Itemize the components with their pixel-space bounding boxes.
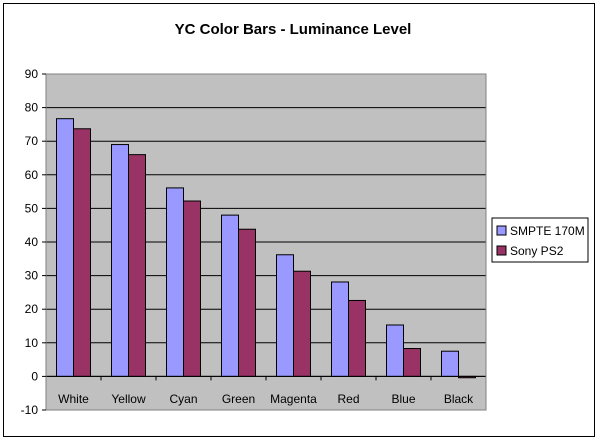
chart-title: YC Color Bars - Luminance Level <box>175 21 412 38</box>
legend: SMPTE 170M Sony PS2 <box>491 217 589 263</box>
x-category-label: Magenta <box>270 392 317 406</box>
bar-smpte-cyan <box>166 187 184 377</box>
bar-sony-white <box>73 128 91 377</box>
bars-group <box>56 118 476 379</box>
y-axis-ticks: -10 0 10 20 30 40 50 60 70 80 90 <box>21 67 46 417</box>
y-tick-label: 10 <box>25 336 39 350</box>
bar-smpte-magenta <box>276 254 294 377</box>
legend-swatch-sony <box>496 245 507 256</box>
bar-smpte-blue <box>386 324 404 377</box>
y-tick-label: 90 <box>25 67 39 81</box>
x-category-label: Green <box>222 392 255 406</box>
bar-sony-blue <box>403 348 421 377</box>
bar-sony-green <box>238 228 256 377</box>
legend-label-smpte: SMPTE 170M <box>510 224 585 238</box>
x-category-label: Blue <box>391 392 415 406</box>
legend-label-sony: Sony PS2 <box>510 244 564 258</box>
y-tick-label: 70 <box>25 134 39 148</box>
y-tick-label: -10 <box>21 403 39 417</box>
legend-swatch-smpte <box>496 225 507 236</box>
y-tick-label: 80 <box>25 101 39 115</box>
bar-smpte-yellow <box>111 144 129 377</box>
y-tick-label: 60 <box>25 168 39 182</box>
bar-smpte-white <box>56 118 74 377</box>
y-tick-label: 0 <box>31 369 38 383</box>
bar-sony-magenta <box>293 270 311 377</box>
x-axis-labels: White Yellow Cyan Green Magenta Red Blue Black <box>58 392 474 406</box>
x-category-label: Black <box>444 392 474 406</box>
bar-smpte-red <box>331 281 349 377</box>
y-tick-label: 20 <box>25 302 39 316</box>
bar-smpte-green <box>221 214 239 377</box>
x-category-label: White <box>58 392 89 406</box>
bar-sony-yellow <box>128 154 146 377</box>
y-tick-label: 30 <box>25 269 39 283</box>
bar-sony-cyan <box>183 200 201 377</box>
bar-sony-red <box>348 299 366 377</box>
y-tick-label: 40 <box>25 235 39 249</box>
x-category-label: Red <box>337 392 359 406</box>
y-tick-label: 50 <box>25 201 39 215</box>
x-category-label: Yellow <box>111 392 146 406</box>
legend-box <box>491 217 589 263</box>
bar-smpte-black <box>441 350 459 377</box>
x-category-label: Cyan <box>169 392 197 406</box>
